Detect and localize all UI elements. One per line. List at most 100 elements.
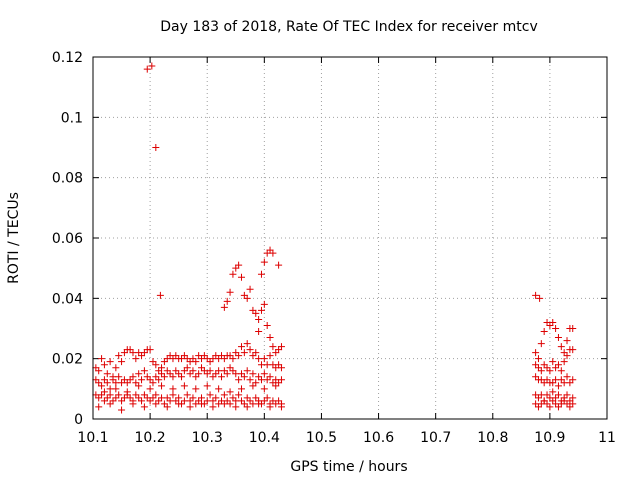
- data-point: [146, 346, 154, 354]
- data-point: [209, 403, 217, 411]
- data-point: [546, 321, 554, 329]
- data-point: [246, 376, 254, 384]
- data-point: [235, 376, 243, 384]
- data-point: [534, 403, 542, 411]
- data-point: [98, 382, 106, 390]
- data-point: [149, 379, 157, 387]
- data-point: [152, 373, 160, 381]
- data-point: [186, 370, 194, 378]
- data-point: [172, 352, 180, 360]
- data-point: [269, 343, 277, 351]
- x-tick-label: 10.2: [135, 430, 166, 446]
- data-points: [92, 62, 577, 414]
- data-point: [223, 297, 231, 305]
- data-point: [537, 340, 545, 348]
- data-point: [266, 403, 274, 411]
- data-point: [149, 394, 157, 402]
- data-point: [252, 379, 260, 387]
- data-point: [118, 358, 126, 366]
- y-tick-label: 0.06: [52, 231, 83, 247]
- data-point: [148, 62, 156, 70]
- data-point: [543, 400, 551, 408]
- data-point: [192, 373, 200, 381]
- data-point: [198, 364, 206, 372]
- data-point: [209, 397, 217, 405]
- y-tick-labels: 0 0.02 0.04 0.06 0.08 0.1 0.12: [52, 50, 83, 428]
- data-point: [243, 340, 251, 348]
- data-point: [152, 391, 160, 399]
- data-point: [106, 358, 114, 366]
- data-point: [549, 358, 557, 366]
- data-point: [98, 391, 106, 399]
- data-point: [554, 403, 562, 411]
- data-point: [92, 376, 100, 384]
- data-point: [532, 291, 540, 299]
- data-point: [175, 400, 183, 408]
- data-point: [235, 261, 243, 269]
- data-point: [146, 385, 154, 393]
- data-point: [549, 318, 557, 326]
- data-point: [178, 373, 186, 381]
- data-point: [546, 367, 554, 375]
- data-point: [237, 273, 245, 281]
- data-point: [243, 403, 251, 411]
- x-tick-label: 10.5: [306, 430, 337, 446]
- data-point: [229, 270, 237, 278]
- data-point: [257, 270, 265, 278]
- data-point: [140, 403, 148, 411]
- data-point: [180, 367, 188, 375]
- data-point: [126, 394, 134, 402]
- data-point: [235, 352, 243, 360]
- data-point: [552, 394, 560, 402]
- data-point: [132, 355, 140, 363]
- data-point: [192, 385, 200, 393]
- data-point: [158, 370, 166, 378]
- data-point: [146, 376, 154, 384]
- data-point: [275, 379, 283, 387]
- data-point: [212, 394, 220, 402]
- y-tick-label: 0: [74, 412, 83, 428]
- x-tick-label: 10.6: [363, 430, 394, 446]
- data-point: [266, 352, 274, 360]
- data-point: [220, 400, 228, 408]
- data-point: [560, 349, 568, 357]
- data-point: [158, 364, 166, 372]
- data-point: [126, 346, 134, 354]
- data-point: [203, 382, 211, 390]
- data-point: [155, 397, 163, 405]
- data-point: [169, 373, 177, 381]
- data-point: [232, 264, 240, 272]
- data-point: [563, 373, 571, 381]
- data-point: [183, 364, 191, 372]
- data-point: [146, 397, 154, 405]
- data-point: [255, 400, 263, 408]
- data-point: [226, 364, 234, 372]
- data-point: [557, 367, 565, 375]
- data-point: [149, 358, 157, 366]
- axis-ticks: [92, 56, 608, 420]
- data-point: [243, 394, 251, 402]
- data-point: [266, 373, 274, 381]
- data-point: [198, 400, 206, 408]
- data-point: [138, 397, 146, 405]
- data-point: [129, 373, 137, 381]
- data-point: [223, 370, 231, 378]
- data-point: [235, 391, 243, 399]
- data-point: [106, 400, 114, 408]
- data-point: [143, 373, 151, 381]
- data-point: [263, 321, 271, 329]
- data-point: [195, 370, 203, 378]
- y-axis-label: ROTI / TECUs: [6, 192, 22, 284]
- data-point: [209, 373, 217, 381]
- data-point: [100, 397, 108, 405]
- plot-frame: [92, 56, 608, 420]
- data-point: [263, 376, 271, 384]
- data-point: [160, 373, 168, 381]
- data-point: [192, 358, 200, 366]
- data-point: [152, 361, 160, 369]
- data-point: [109, 376, 117, 384]
- data-point: [246, 346, 254, 354]
- data-point: [186, 403, 194, 411]
- data-point: [189, 367, 197, 375]
- y-tick-label: 0.04: [52, 291, 83, 307]
